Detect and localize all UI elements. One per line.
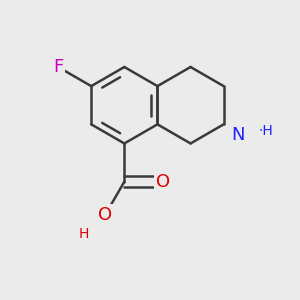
Text: O: O [98,206,112,224]
Text: O: O [155,173,170,191]
Text: H: H [78,227,89,241]
Text: N: N [232,126,245,144]
Text: F: F [53,58,63,76]
Text: ·H: ·H [259,124,274,139]
